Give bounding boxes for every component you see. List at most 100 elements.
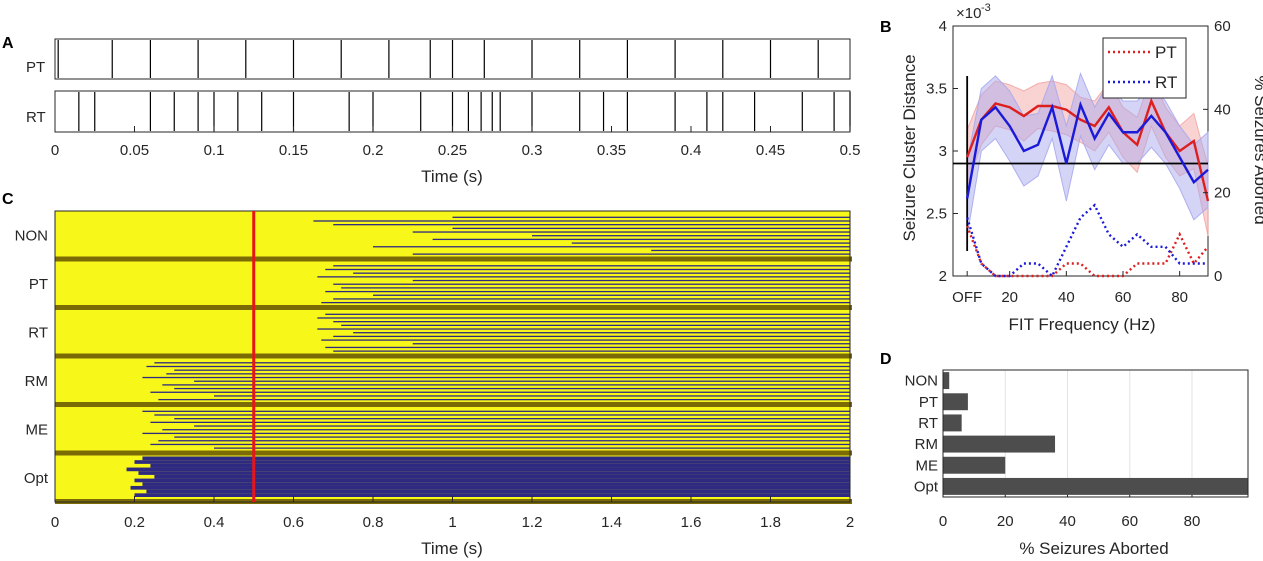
heatmap-x-tick-label: 0.2 (124, 514, 145, 531)
heatmap-row-label: ME (26, 421, 49, 438)
line-x-tick-label: 40 (1058, 289, 1075, 306)
heatmap-x-tick-label: 0.8 (363, 514, 384, 531)
heatmap-aborted-trace (162, 429, 850, 431)
line-x-tick-label: 80 (1171, 289, 1188, 306)
bar-x-label: % Seizures Aborted (1019, 539, 1168, 558)
line-y2-label: % Seizures Aborted (1251, 75, 1263, 224)
heatmap-aborted-trace (154, 414, 850, 416)
heatmap-body: NON PT RT RM ME Opt 0 0.2 0.4 0.6 0.8 1 1.2 1.4 1.6 1.8… (15, 210, 854, 531)
heatmap-x-tick-label: 1 (448, 514, 456, 531)
line-x-tick-label: 20 (1001, 289, 1018, 306)
heatmap-aborted-trace (142, 376, 850, 379)
bar-opt (943, 477, 1248, 495)
heatmap-aborted-trace (174, 387, 850, 390)
heatmap-aborted-run (134, 493, 850, 497)
heatmap-aborted-trace (174, 418, 850, 420)
heatmap-aborted-trace (452, 227, 850, 230)
heatmap-aborted-trace (412, 231, 850, 233)
raster-x-tick-label: 0.4 (681, 142, 702, 159)
raster-x-tick-label: 0 (51, 142, 59, 159)
heatmap-x-tick-label: 0.4 (204, 514, 225, 531)
heatmap-aborted-trace (162, 384, 850, 386)
heatmap-group-divider (55, 305, 852, 310)
heatmap-aborted-trace (412, 279, 850, 282)
line-y2-tick-label: 60 (1214, 18, 1231, 35)
heatmap-aborted-trace (214, 447, 850, 449)
heatmap-aborted-run (146, 489, 851, 494)
bar-category-label: ME (916, 457, 939, 474)
heatmap-aborted-run (150, 463, 850, 468)
distance-line-rt (965, 100, 1209, 199)
heatmap-x-tick-label: 1.2 (522, 514, 543, 531)
bar-rt (943, 414, 962, 432)
heatmap-aborted-trace (150, 443, 850, 446)
bar-x-tick-label: 0 (939, 513, 947, 530)
heatmap-aborted-trace (341, 287, 850, 289)
heatmap-aborted-trace (317, 276, 851, 278)
line-y2-tick-label: 20 (1214, 185, 1231, 202)
heatmap-aborted-trace (154, 362, 850, 364)
raster-x-tick-label: 0.45 (756, 142, 785, 159)
heatmap-x-tick-label: 0 (51, 514, 59, 531)
raster-x-tick-label: 0.25 (438, 142, 467, 159)
heatmap-aborted-trace (142, 410, 850, 412)
raster-label-pt: PT (26, 59, 45, 76)
heatmap-aborted-trace (325, 268, 850, 271)
line-x-label: FIT Frequency (Hz) (1008, 315, 1155, 334)
heatmap-row-label: RM (25, 373, 48, 390)
panel-c: C NON PT RT RM ME Opt 0 0.2 0.4 0.6 0.8 1 1.2 1.4 1.6 1… (2, 191, 854, 558)
heatmap-aborted-trace (174, 369, 850, 371)
bar-category-label: NON (905, 373, 938, 390)
line-y2-tick-label: 40 (1214, 101, 1231, 118)
heatmap-aborted-trace (142, 432, 850, 435)
line-y-label: Seizure Cluster Distance (900, 54, 919, 241)
bar-plot-frame (942, 369, 1249, 498)
bar-non (943, 372, 950, 390)
heatmap-aborted-trace (353, 272, 850, 274)
raster-x-tick-label: 0.3 (522, 142, 543, 159)
heatmap-aborted-run (142, 482, 850, 486)
heatmap-aborted-trace (432, 238, 850, 241)
exponent-power: -3 (981, 2, 991, 14)
heatmap-aborted-trace (150, 421, 850, 424)
exponent-base: ×10 (956, 5, 981, 22)
heatmap-aborted-run (142, 456, 850, 461)
line-y-tick-label: 2 (939, 268, 947, 285)
bar-category-label: PT (919, 394, 938, 411)
bar-x-tick-label: 80 (1184, 513, 1201, 530)
heatmap-aborted-trace (333, 265, 850, 267)
heatmap-aborted-run (126, 467, 851, 472)
heatmap-aborted-trace (194, 380, 850, 382)
heatmap-aborted-run (138, 471, 851, 475)
raster-x-tick-label: 0.2 (363, 142, 384, 159)
heatmap-group-divider (55, 256, 852, 262)
heatmap-row-label: NON (15, 227, 48, 244)
heatmap-row-label: PT (29, 276, 48, 293)
heatmap-group-divider (55, 450, 852, 456)
heatmap-aborted-trace (166, 373, 851, 375)
bar-me (943, 456, 1006, 474)
raster-x-tick-label: 0.05 (120, 142, 149, 159)
bar-category-label: RT (918, 415, 938, 432)
heatmap-aborted-trace (333, 350, 850, 352)
raster-label-rt: RT (26, 109, 46, 126)
heatmap-aborted-trace (373, 294, 850, 296)
line-x-tick-label: 60 (1115, 289, 1132, 306)
heatmap-x-label: Time (s) (421, 539, 483, 558)
heatmap-row-label: Opt (24, 470, 49, 487)
heatmap-group-divider (55, 402, 852, 407)
heatmap-aborted-trace (571, 242, 850, 244)
aborted-line-pt (966, 225, 1209, 278)
heatmap-x-tick-label: 1.4 (601, 514, 622, 531)
line-x-tick-label: OFF (952, 289, 982, 306)
raster-x-ticks: 0 0.05 0.1 0.15 0.2 0.25 0.3 0.35 0.4 0.45 0.5 (51, 126, 860, 159)
heatmap-aborted-trace (325, 313, 850, 315)
heatmap-aborted-trace (333, 283, 850, 285)
line-y-tick-label: 4 (939, 18, 947, 35)
bar-x-tick-label: 40 (1059, 513, 1076, 530)
heatmap-aborted-trace (333, 224, 850, 226)
heatmap-aborted-run (130, 485, 850, 490)
heatmap-aborted-trace (452, 216, 850, 218)
heatmap-aborted-trace (317, 317, 851, 319)
